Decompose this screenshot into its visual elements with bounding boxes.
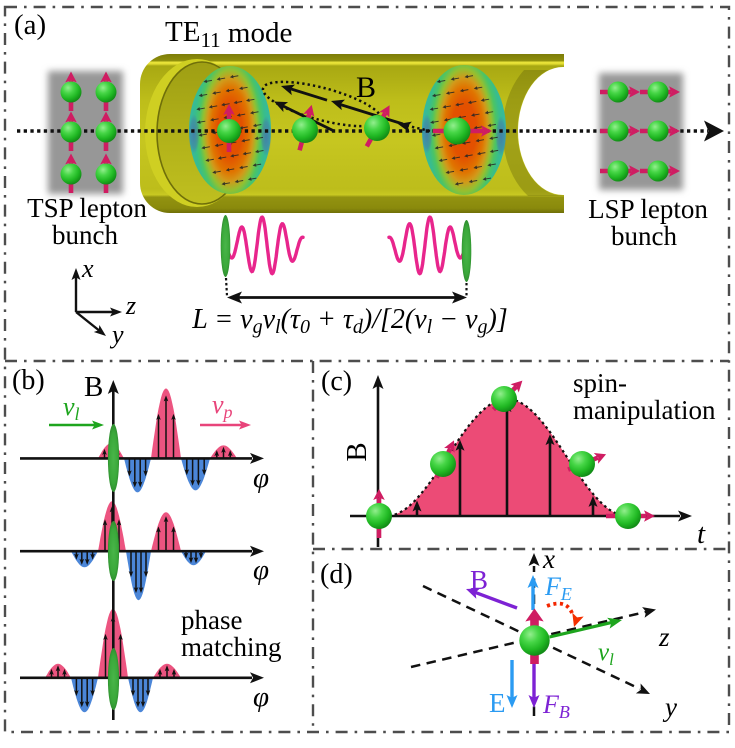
svg-text:LSP lepton: LSP lepton (588, 194, 708, 224)
svg-text:bunch: bunch (611, 221, 677, 251)
svg-text:manipulation: manipulation (573, 395, 716, 425)
svg-text:y: y (662, 692, 677, 722)
svg-text:matching: matching (181, 632, 281, 662)
svg-text:E: E (489, 688, 506, 718)
svg-text:x: x (81, 254, 94, 283)
svg-text:bunch: bunch (52, 220, 118, 250)
svg-text:z: z (125, 291, 136, 320)
svg-text:TE11 mode: TE11 mode (165, 16, 292, 52)
svg-text:phase: phase (181, 605, 242, 635)
svg-text:B: B (84, 371, 103, 403)
svg-text:z: z (658, 622, 670, 652)
svg-text:φ: φ (253, 554, 269, 586)
svg-text:φ: φ (253, 681, 269, 713)
svg-text:t: t (697, 518, 706, 550)
svg-text:TSP lepton: TSP lepton (27, 193, 147, 223)
svg-text:φ: φ (253, 462, 269, 494)
svg-text:B: B (356, 71, 376, 104)
svg-text:(a): (a) (14, 9, 46, 41)
svg-text:(c): (c) (321, 366, 352, 397)
svg-text:B: B (341, 442, 373, 461)
svg-text:B: B (470, 565, 488, 595)
svg-text:(d): (d) (320, 559, 353, 590)
svg-text:x: x (542, 544, 555, 574)
svg-text:L = vgvl(τ0 + τd)/[2(vl − vg)]: L = vgvl(τ0 + τd)/[2(vl − vg)] (191, 304, 508, 338)
svg-text:spin-: spin- (573, 368, 627, 398)
svg-text:(b): (b) (12, 365, 45, 396)
svg-text:y: y (109, 320, 124, 349)
